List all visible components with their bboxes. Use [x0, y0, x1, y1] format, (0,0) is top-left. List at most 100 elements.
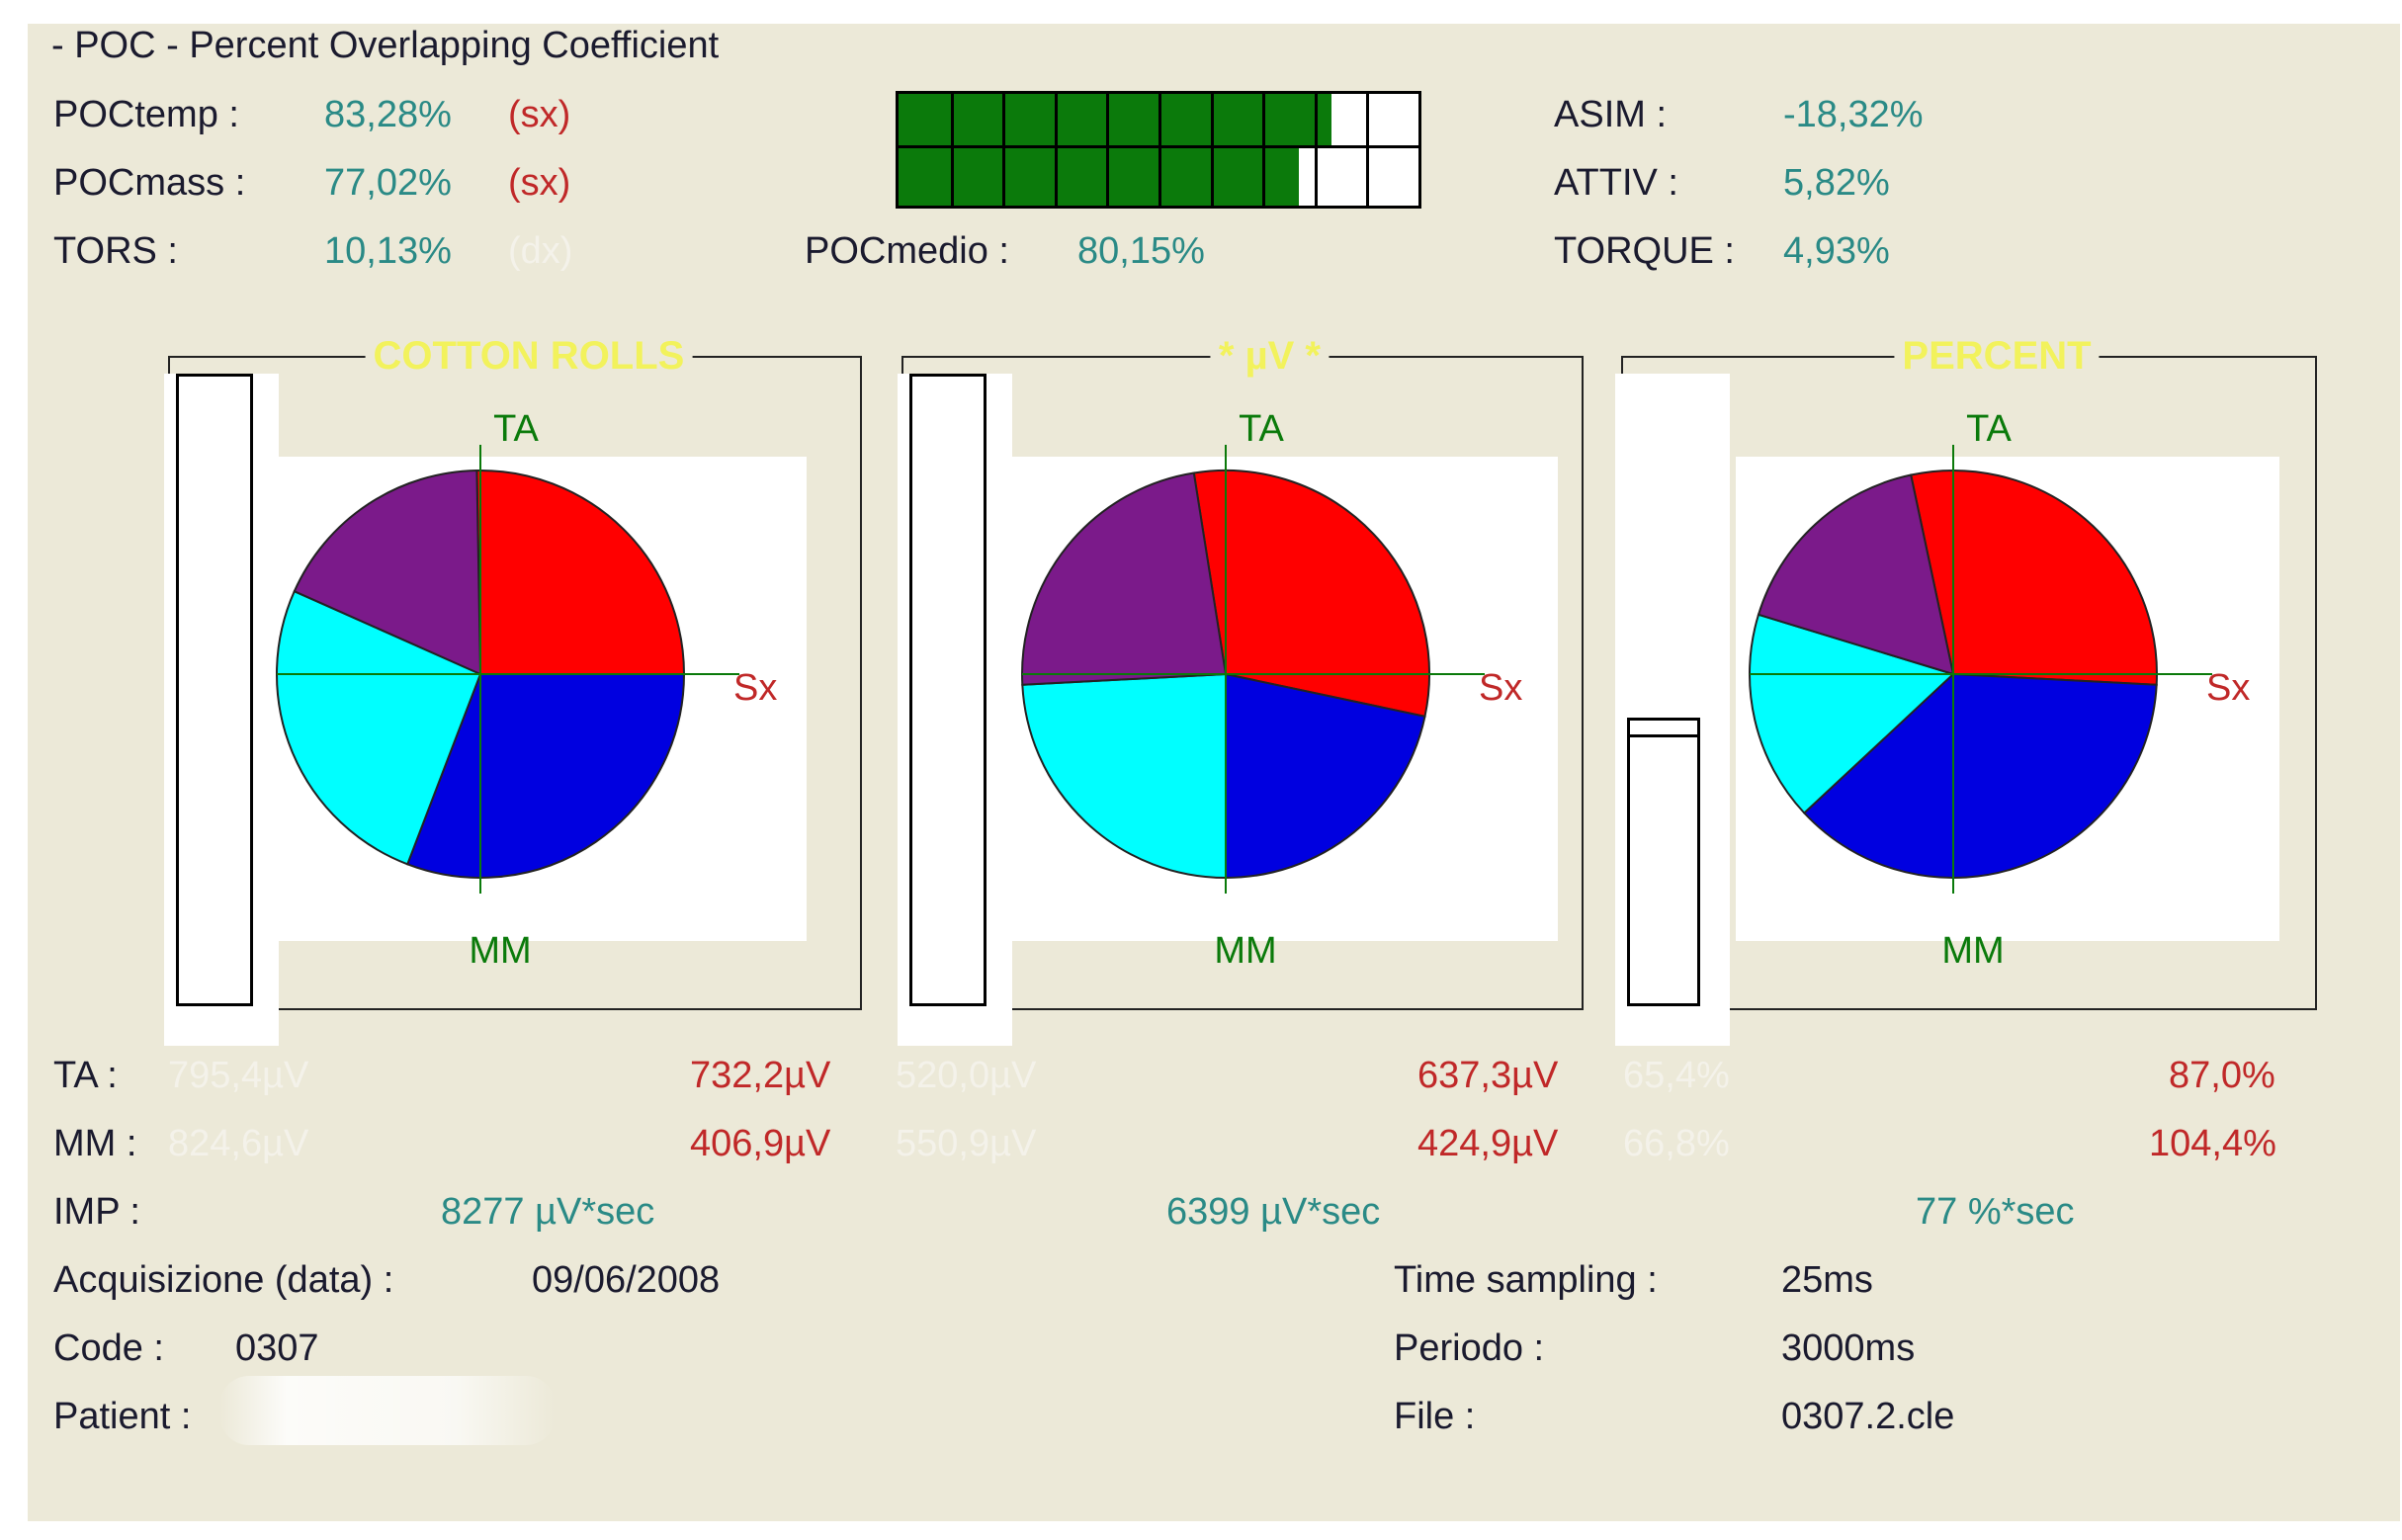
poctemp-progress-divider: [950, 94, 954, 151]
mm-row-label: MM :: [53, 1123, 137, 1164]
tors-label: TORS :: [53, 230, 178, 272]
pocmass-progress-divider: [1314, 148, 1318, 206]
pocmass-progress-divider: [1366, 148, 1370, 206]
period-label: Periodo :: [1394, 1327, 1545, 1369]
cotton-rolls-mm-left: 824,6µV: [168, 1123, 309, 1164]
cotton-rolls-imp: 8277 µV*sec: [441, 1191, 655, 1233]
cotton-rolls-pie-slice-ta-left: [293, 469, 482, 676]
poctemp-progress-fill: [899, 94, 1332, 151]
cotton-rolls-sx-axis-label: Sx: [733, 667, 777, 709]
cotton-rolls-ta-left: 795,4µV: [168, 1055, 309, 1096]
poctemp-label: POCtemp :: [53, 94, 239, 135]
tors-value: 10,13%: [324, 230, 452, 272]
poctemp-progress-bar: [896, 91, 1421, 154]
pocmass-progress-fill: [899, 148, 1300, 206]
percent-pie-slice-ta-right: [1910, 470, 2158, 686]
microvolt-ta-axis-label: TA: [1239, 408, 1284, 450]
pocmass-value: 77,02%: [324, 162, 452, 204]
pocmass-side: (sx): [508, 162, 571, 204]
percent-ta-right: 87,0%: [2169, 1055, 2275, 1096]
pocmass-progress-bar: [896, 145, 1421, 209]
pocmass-progress-divider: [1002, 148, 1006, 206]
percent-sx-axis-label: Sx: [2206, 667, 2250, 709]
poctemp-value: 83,28%: [324, 94, 452, 135]
code-value: 0307: [235, 1327, 319, 1369]
file-value: 0307.2.cle: [1781, 1396, 1955, 1437]
page-title: - POC - Percent Overlapping Coefficient: [51, 25, 720, 66]
code-label: Code :: [53, 1327, 164, 1369]
patient-label: Patient :: [53, 1396, 192, 1437]
attiv-value: 5,82%: [1783, 162, 1890, 204]
pocmass-progress-divider: [1106, 148, 1110, 206]
microvolt-mm-right: 424,9µV: [1417, 1123, 1559, 1164]
pocmedio-label: POCmedio :: [805, 230, 1009, 272]
cotton-rolls-frame: COTTON ROLLS: [168, 334, 862, 1010]
acquisition-value: 09/06/2008: [532, 1259, 721, 1301]
cotton-rolls-pie-slice-ta-right: [475, 469, 686, 675]
poctemp-progress-divider: [1002, 94, 1006, 151]
percent-imp: 77 %*sec: [1916, 1191, 2075, 1233]
asim-value: -18,32%: [1783, 94, 1924, 135]
microvolt-ta-right: 637,3µV: [1417, 1055, 1559, 1096]
poctemp-side: (sx): [508, 94, 571, 135]
pocmedio-value: 80,15%: [1077, 230, 1205, 272]
microvolt-pie-slice-mm-right: [1225, 672, 1426, 880]
imp-row-label: IMP :: [53, 1191, 140, 1233]
cotton-rolls-ta-axis-label: TA: [493, 408, 539, 450]
file-label: File :: [1394, 1396, 1476, 1437]
microvolt-pie-slice-ta-left: [1021, 471, 1228, 686]
poctemp-progress-divider: [1314, 94, 1318, 151]
pocmass-progress-divider: [1158, 148, 1161, 206]
cotton-rolls-title: COTTON ROLLS: [365, 334, 693, 378]
torque-label: TORQUE :: [1554, 230, 1735, 272]
percent-mm-left: 66,8%: [1623, 1123, 1730, 1164]
microvolt-title: * µV *: [1210, 334, 1329, 378]
pocmass-progress-divider: [1210, 148, 1214, 206]
percent-level-bar: [1627, 718, 1700, 1006]
percent-mm-axis-label: MM: [1941, 930, 2004, 972]
pocmass-progress-divider: [950, 148, 954, 206]
pocmass-progress-divider: [1054, 148, 1058, 206]
microvolt-ta-left: 520,0µV: [896, 1055, 1037, 1096]
microvolt-mm-axis-label: MM: [1214, 930, 1276, 972]
microvolt-sx-axis-label: Sx: [1479, 667, 1522, 709]
time-sampling-value: 25ms: [1781, 1259, 1873, 1301]
asim-label: ASIM :: [1554, 94, 1668, 135]
cotton-rolls-mm-axis-label: MM: [469, 930, 531, 972]
percent-level-fill: [1630, 734, 1697, 1003]
microvolt-pie-slice-ta-right: [1192, 469, 1430, 718]
percent-title: PERCENT: [1894, 334, 2100, 378]
cotton-rolls-mm-right: 406,9µV: [690, 1123, 831, 1164]
poctemp-progress-divider: [1210, 94, 1214, 151]
time-sampling-label: Time sampling :: [1394, 1259, 1658, 1301]
poctemp-progress-divider: [1158, 94, 1161, 151]
cotton-rolls-pie-slice-mm-right: [405, 673, 686, 879]
percent-pie-slice-mm-left: [1749, 613, 1955, 814]
poctemp-progress-divider: [1106, 94, 1110, 151]
pocmass-progress-divider: [1262, 148, 1266, 206]
cotton-rolls-level-bar: [176, 374, 253, 1006]
period-value: 3000ms: [1781, 1327, 1916, 1369]
pocmass-label: POCmass :: [53, 162, 246, 204]
poctemp-progress-divider: [1054, 94, 1058, 151]
tors-side: (dx): [508, 230, 573, 272]
microvolt-pie-slice-mm-left: [1021, 672, 1227, 880]
percent-ta-axis-label: TA: [1966, 408, 2012, 450]
percent-pie-slice-ta-left: [1757, 473, 1955, 676]
cotton-rolls-pie-slice-mm-left: [276, 589, 482, 866]
percent-mm-right: 104,4%: [2149, 1123, 2276, 1164]
poctemp-progress-divider: [1366, 94, 1370, 151]
microvolt-level-bar: [909, 374, 987, 1006]
torque-value: 4,93%: [1783, 230, 1890, 272]
percent-pie-slice-mm-right: [1802, 672, 2158, 879]
poctemp-progress-divider: [1262, 94, 1266, 151]
cotton-rolls-ta-right: 732,2µV: [690, 1055, 831, 1096]
attiv-label: ATTIV :: [1554, 162, 1678, 204]
microvolt-mm-left: 550,9µV: [896, 1123, 1037, 1164]
patient-name-redaction: [219, 1376, 556, 1445]
ta-row-label: TA :: [53, 1055, 118, 1096]
microvolt-imp: 6399 µV*sec: [1166, 1191, 1381, 1233]
acquisition-label: Acquisizione (data) :: [53, 1259, 394, 1301]
